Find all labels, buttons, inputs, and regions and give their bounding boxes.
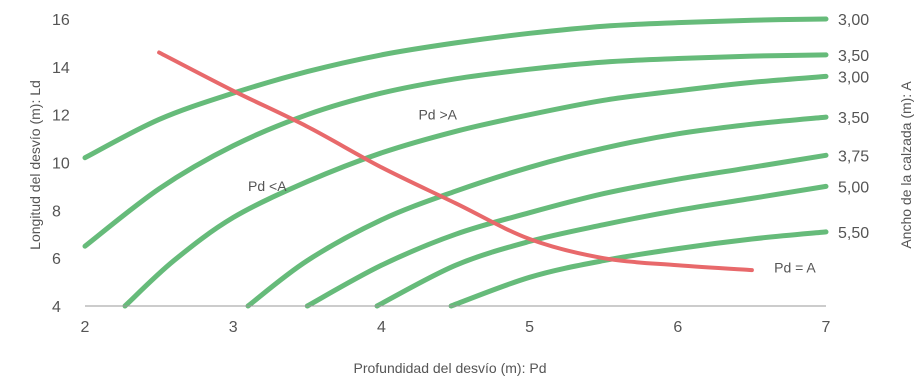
right-series-labels: 3,00 3,50 3,00 3,50 3,75 5,00 5,50 [838, 12, 869, 242]
right-series-label: 5,00 [838, 179, 869, 196]
annotations: Pd >A Pd <A Pd = A [248, 106, 816, 275]
x-tick-label: 5 [525, 319, 534, 336]
x-tick-label: 4 [377, 319, 386, 336]
curves-group [82, 16, 829, 309]
y-axis-right-label: Ancho de la calzada (m): A [898, 81, 914, 249]
series-line-6 [374, 183, 829, 309]
series-line-5 [304, 152, 829, 309]
y-tick-label: 6 [52, 251, 61, 268]
annotation-label: Pd <A [248, 178, 287, 194]
y-tick-label: 4 [52, 299, 61, 316]
series-line-1 [82, 16, 829, 161]
series-line-3 [122, 73, 829, 309]
right-series-label: 3,00 [838, 69, 869, 86]
annotation-label: Pd >A [418, 106, 457, 122]
x-tick-label: 3 [229, 319, 238, 336]
right-series-label: 3,50 [838, 48, 869, 65]
y-tick-labels: 4 6 8 10 12 14 16 [52, 12, 70, 316]
right-series-label: 3,75 [838, 148, 869, 165]
series-line-4 [245, 114, 829, 309]
right-series-label: 3,50 [838, 110, 869, 127]
x-tick-label: 2 [81, 319, 90, 336]
right-series-label: 3,00 [838, 12, 869, 29]
series-line-2 [82, 52, 829, 249]
right-series-label: 5,50 [838, 225, 869, 242]
y-tick-label: 10 [52, 156, 70, 173]
y-tick-label: 8 [52, 203, 61, 220]
x-tick-label: 7 [822, 319, 831, 336]
x-tick-labels: 2 3 4 5 6 7 [81, 319, 831, 336]
x-tick-label: 6 [673, 319, 682, 336]
y-tick-label: 12 [52, 108, 70, 125]
annotation-label: Pd = A [774, 260, 816, 276]
series-line-pd-equals-a [157, 50, 754, 273]
x-axis-label: Profundidad del desvío (m): Pd [354, 360, 547, 376]
y-tick-label: 14 [52, 60, 70, 77]
series-line-7 [448, 229, 829, 309]
y-axis-label: Longitud del desvío (m): Ld [27, 80, 43, 250]
y-tick-label: 16 [52, 12, 70, 29]
